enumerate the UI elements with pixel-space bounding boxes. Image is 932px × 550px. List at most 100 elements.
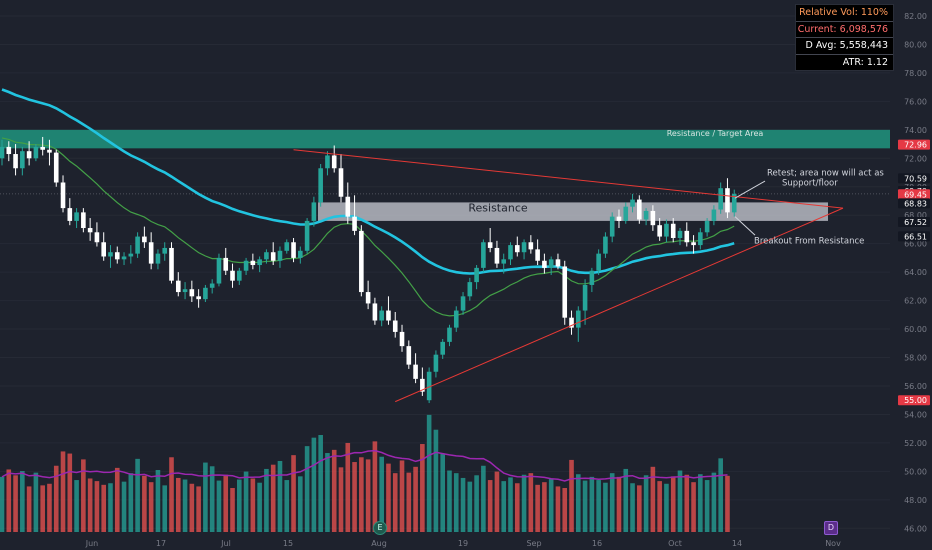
- candle-body: [237, 270, 242, 281]
- volume-bar: [216, 480, 222, 532]
- volume-bar: [209, 466, 215, 532]
- volume-bar: [643, 475, 649, 532]
- volume-bar: [399, 460, 405, 532]
- volume-bar: [250, 478, 256, 532]
- candle-body: [399, 331, 405, 347]
- candle-body: [433, 354, 439, 372]
- relative-volume-panel: Relative Vol: 110% Current: 6,098,576 D …: [795, 4, 894, 71]
- volume-bar: [359, 457, 364, 532]
- candle-body: [440, 341, 445, 355]
- candle-body: [569, 317, 574, 328]
- volume-bar: [60, 451, 66, 532]
- price-label-box: [898, 139, 930, 150]
- candle-body: [650, 210, 656, 226]
- atr-row: ATR: 1.12: [842, 56, 888, 68]
- volume-bar: [128, 473, 134, 532]
- price-label: 66.51: [904, 232, 927, 241]
- x-tick-label: 17: [156, 539, 166, 548]
- volume-bar: [603, 482, 608, 532]
- candle-body: [318, 168, 323, 203]
- candle-body: [392, 320, 398, 332]
- dividend-icon[interactable]: D: [824, 521, 838, 535]
- volume-bar: [684, 474, 690, 532]
- breakout-annotation: Breakout From Resistance: [754, 237, 864, 247]
- y-tick-label: 74.00: [904, 126, 927, 135]
- candle-body: [521, 242, 527, 253]
- candle-body: [576, 310, 581, 328]
- volume-bar: [372, 441, 378, 532]
- candle-body: [372, 303, 378, 321]
- candle-body: [243, 260, 249, 271]
- volume-bar: [413, 466, 418, 532]
- volume-bar: [155, 469, 161, 532]
- volume-bar: [440, 453, 445, 532]
- candle-body: [135, 236, 140, 254]
- candle-body: [467, 282, 473, 297]
- resistance-zone: [318, 202, 828, 221]
- volume-bar: [13, 475, 18, 532]
- candle-body: [616, 216, 622, 221]
- candle-body: [359, 230, 364, 293]
- volume-bar: [542, 482, 547, 532]
- candle-body: [257, 259, 262, 266]
- candle-body: [711, 209, 717, 221]
- volume-bar: [20, 471, 25, 532]
- candle-body: [203, 287, 208, 300]
- volume-bar: [6, 469, 12, 532]
- x-tick-label: Nov: [825, 539, 841, 548]
- volume-bar: [562, 488, 568, 532]
- candle-body: [365, 292, 371, 304]
- candle-body: [142, 236, 147, 243]
- candle-body: [379, 310, 384, 321]
- volume-bar: [264, 468, 269, 532]
- volume-bar: [609, 473, 615, 532]
- candle-body: [26, 151, 32, 159]
- breakout-arrow: [734, 216, 756, 236]
- candle-body: [277, 250, 283, 261]
- y-tick-label: 78.00: [904, 69, 927, 78]
- volume-bar: [521, 474, 527, 532]
- volume-bar: [548, 478, 554, 532]
- volume-bar: [623, 468, 629, 532]
- volume-bar: [182, 479, 188, 532]
- volume-bar: [426, 414, 432, 532]
- candle-body: [623, 206, 629, 221]
- volume-bar: [203, 462, 208, 532]
- y-tick-label: 46.00: [904, 524, 927, 533]
- price-label-box: [898, 217, 930, 228]
- candle-body: [13, 154, 18, 169]
- candle-body: [182, 289, 188, 293]
- candle-body: [657, 225, 662, 237]
- volume-bar: [311, 437, 317, 532]
- volume-bar: [26, 486, 32, 532]
- ema-long-line: [1, 88, 735, 275]
- volume-bar: [87, 478, 93, 532]
- price-label: 72.96: [904, 141, 927, 150]
- candle-body: [589, 270, 595, 285]
- candle-body: [101, 242, 106, 257]
- x-tick-label: Oct: [668, 539, 682, 548]
- volume-bar: [406, 472, 412, 532]
- candle-body: [114, 252, 120, 260]
- price-label: 70.59: [904, 174, 927, 183]
- candle-body: [216, 257, 222, 284]
- candle-body: [33, 146, 39, 159]
- volume-bar: [270, 464, 276, 532]
- volume-bar: [698, 474, 703, 532]
- candle-body: [474, 267, 479, 283]
- y-tick-label: 64.00: [904, 268, 927, 277]
- ascending-trendline: [395, 207, 844, 403]
- candle-body: [291, 242, 296, 258]
- volume-bar: [589, 476, 595, 532]
- y-tick-label: 76.00: [904, 97, 927, 106]
- volume-bar: [142, 475, 147, 532]
- resistance-label: Resistance: [468, 201, 528, 214]
- earnings-icon[interactable]: E: [373, 521, 387, 535]
- x-tick-label: 15: [283, 539, 293, 548]
- volume-bar: [528, 473, 534, 532]
- candle-body: [562, 266, 568, 318]
- target-area-label: Resistance / Target Area: [667, 129, 764, 138]
- candle-body: [677, 230, 683, 238]
